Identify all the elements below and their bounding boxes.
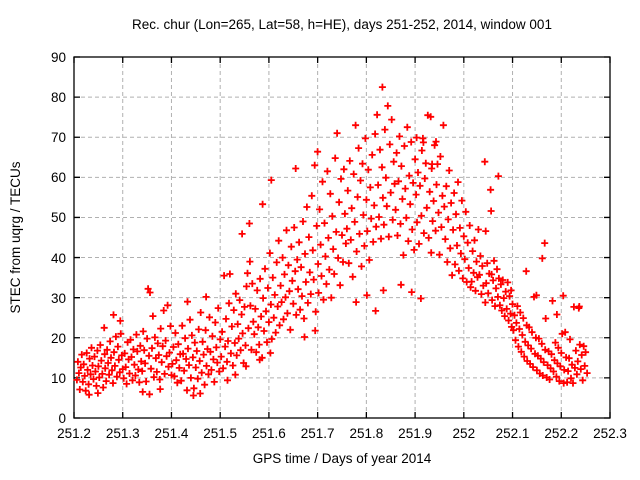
x-tick-label: 252.1 bbox=[495, 426, 530, 441]
x-axis-label: GPS time / Days of year 2014 bbox=[252, 451, 432, 466]
x-tick-label: 251.5 bbox=[203, 426, 238, 441]
y-tick-label: 90 bbox=[50, 50, 66, 65]
y-tick-label: 0 bbox=[58, 411, 66, 426]
x-tick-label: 251.8 bbox=[349, 426, 384, 441]
y-tick-label: 80 bbox=[50, 90, 66, 106]
x-tick-label: 252.2 bbox=[544, 426, 579, 441]
x-tick-label: 251.6 bbox=[252, 426, 286, 441]
x-tick-label: 251.7 bbox=[300, 426, 335, 441]
y-tick-label: 50 bbox=[50, 210, 66, 226]
y-tick-label: 20 bbox=[50, 330, 66, 346]
x-tick-label: 251.2 bbox=[57, 426, 91, 441]
y-tick-label: 70 bbox=[50, 130, 66, 146]
y-tick-label: 40 bbox=[50, 250, 66, 266]
y-tick-label: 60 bbox=[50, 170, 66, 186]
scatter-points bbox=[73, 83, 591, 399]
grid-lines bbox=[74, 57, 610, 418]
chart-title: Rec. chur (Lon=265, Lat=58, h=HE), days … bbox=[132, 17, 552, 32]
plot-border bbox=[73, 56, 611, 419]
x-tick-label: 252.3 bbox=[593, 426, 627, 441]
x-tick-label: 251.3 bbox=[105, 426, 140, 441]
x-tick-label: 251.4 bbox=[154, 426, 189, 441]
x-tick-label: 252 bbox=[452, 426, 476, 441]
x-tick-label: 251.9 bbox=[398, 426, 432, 441]
y-tick-label: 30 bbox=[50, 290, 66, 306]
y-tick-label: 10 bbox=[50, 370, 66, 386]
tick-marks bbox=[73, 56, 611, 419]
